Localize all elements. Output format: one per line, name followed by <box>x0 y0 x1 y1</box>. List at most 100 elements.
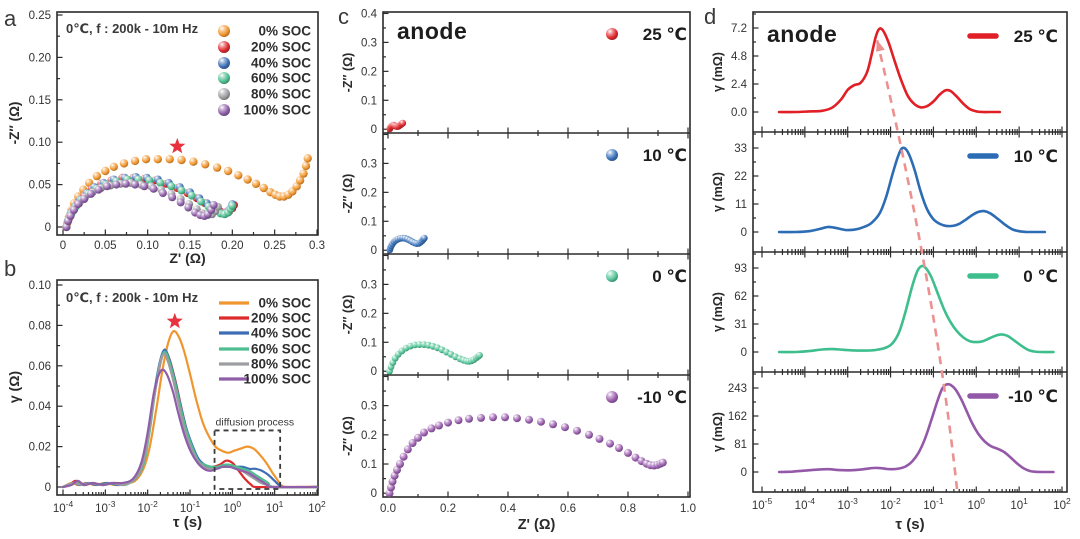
x-axis-title: Z' (Ω) <box>169 250 205 266</box>
data-point <box>189 157 198 166</box>
data-point <box>301 161 311 171</box>
data-point <box>109 162 119 171</box>
diffusion-process-label: diffusion process <box>216 416 295 428</box>
data-point <box>465 414 473 423</box>
y-tick-label: 0.0 <box>731 107 747 119</box>
arrow-head <box>876 40 885 52</box>
x-tick-label: 0 <box>60 240 66 252</box>
data-point <box>228 201 237 210</box>
y-axis-title: -Z″ (Ω) <box>341 174 355 214</box>
data-point <box>141 155 151 164</box>
legend-marker <box>606 149 618 161</box>
x-axis-title: Z' (Ω) <box>518 517 556 533</box>
subpanel-25: 0 0.1 0.2 0.3 0.4 -Z″ (Ω) 25 ℃ <box>341 8 689 136</box>
temperature-label: -10 ℃ <box>637 388 687 407</box>
data-point <box>131 180 139 189</box>
y-tick-label: 0.1 <box>361 216 377 228</box>
y-tick-label: 0.4 <box>361 8 378 20</box>
data-point <box>94 185 103 194</box>
tick-label: 100 <box>224 499 242 515</box>
y-tick-label: 0 <box>45 222 51 234</box>
y-tick-label: 0 <box>741 467 747 479</box>
x-tick-label: 0.3 <box>309 240 325 252</box>
data-point <box>167 182 176 191</box>
data-point <box>501 413 509 422</box>
panel-letter-c: c <box>338 4 349 29</box>
y-tick-label: 0.25 <box>29 10 51 22</box>
y-tick-label: 0.05 <box>29 180 51 192</box>
x-tick-label: 0.2 <box>440 503 456 515</box>
y-tick-label: 0.1 <box>361 337 377 349</box>
tick-label: 102 <box>1053 496 1071 512</box>
temperature-label: 0 ℃ <box>1023 267 1058 286</box>
y-tick-label: 0.3 <box>361 401 377 413</box>
y-tick-label: 22 <box>734 171 747 183</box>
legend-label: 80% SOC <box>251 357 311 372</box>
legend-label: 40% SOC <box>251 326 311 341</box>
data-point <box>149 184 158 193</box>
legend-marker <box>218 72 230 84</box>
y-tick-label: 93 <box>734 263 747 275</box>
temperature-label: 0 ℃ <box>652 267 687 286</box>
legend-label: 0% SOC <box>258 296 311 311</box>
tick-label: 100 <box>968 496 986 512</box>
data-point <box>153 155 162 164</box>
x-tick-label: 0.25 <box>263 240 285 252</box>
series-0SOC <box>62 154 312 232</box>
y-tick-label: 0.04 <box>29 401 52 413</box>
data-point <box>130 156 140 166</box>
y-tick-label: 0.1 <box>361 459 377 471</box>
y-tick-label: 0.15 <box>29 95 51 107</box>
tick-label: 102 <box>308 499 326 515</box>
x-tick-label: 0.6 <box>560 503 576 515</box>
data-point <box>80 195 89 203</box>
legend-label: 100% SOC <box>243 103 311 118</box>
data-point <box>561 423 569 432</box>
data-point <box>454 416 463 425</box>
data-point <box>212 163 222 172</box>
data-point <box>234 171 243 180</box>
tick-label: 10-2 <box>137 499 158 515</box>
y-tick-label: 31 <box>734 319 747 331</box>
trend-dashed-arrow <box>875 39 959 490</box>
series-100SOC <box>62 179 218 231</box>
x-tick-label: 0.4 <box>500 503 517 515</box>
y-axis-title: γ (mΩ) <box>711 292 725 332</box>
data-point <box>399 119 407 127</box>
data-point <box>177 186 186 195</box>
series-line-100SOC <box>61 368 319 489</box>
panel-b: 10-4 10-3 10-2 10-1 100 101 102 0 0.02 0.04 0.06 0.… <box>6 279 326 531</box>
data-point <box>209 201 218 209</box>
series-line <box>777 27 1002 114</box>
data-point <box>408 439 417 447</box>
y-tick-label: 4.8 <box>731 51 747 63</box>
data-point <box>259 183 268 193</box>
data-point <box>197 197 205 206</box>
data-point <box>165 155 174 164</box>
data-point <box>549 420 557 429</box>
legend-label: 60% SOC <box>251 342 311 357</box>
data-point <box>403 445 412 454</box>
series-line <box>777 264 1055 354</box>
y-tick-label: 0 <box>45 482 51 494</box>
subpanel-25: 0.0 2.4 4.8 7.2 γ (mΩ) 25 ℃ <box>711 13 1063 132</box>
x-tick-label: 0.15 <box>179 240 201 252</box>
data-point <box>92 171 102 181</box>
y-tick-label: 0 <box>371 488 377 500</box>
y-tick-label: 7.2 <box>731 23 747 35</box>
subpanel-0: 0 31 62 93 γ (mΩ) 0 ℃ <box>711 252 1063 372</box>
data-point <box>525 415 533 424</box>
y-tick-label: 11 <box>735 199 747 211</box>
legend-marker <box>606 391 618 403</box>
legend-label: 40% SOC <box>251 56 311 71</box>
condition-annotation-b: 0℃, f : 200k - 10m Hz <box>66 290 199 305</box>
data-point <box>658 458 667 467</box>
y-tick-label: 0.2 <box>361 308 377 320</box>
tick-label: 10-1 <box>923 496 944 512</box>
y-tick-label: 0.3 <box>361 279 377 291</box>
y-tick-label: 0.2 <box>361 187 377 199</box>
temperature-label: 25 ℃ <box>643 25 687 44</box>
data-point <box>112 180 121 189</box>
